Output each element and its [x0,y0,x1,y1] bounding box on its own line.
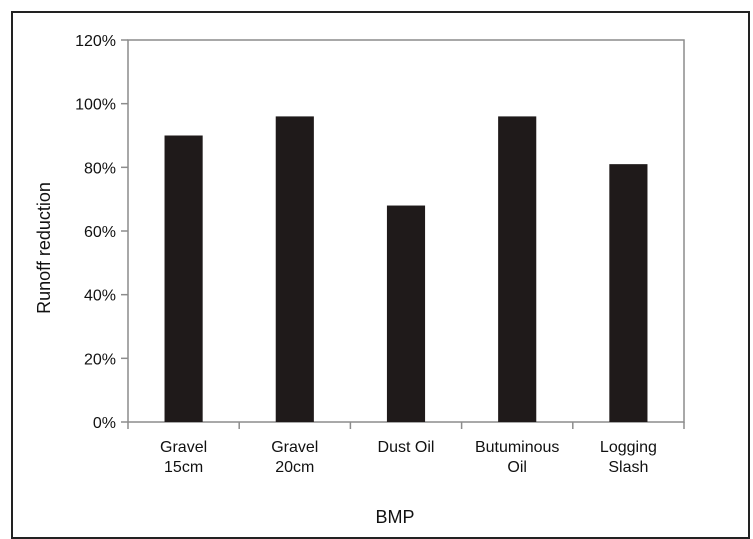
y-axis-ticks [121,39,128,423]
x-tick-label-line: 15cm [164,459,203,476]
x-tick-label-line: Gravel [160,439,207,456]
x-axis-tick-labels: Gravel 15cm Gravel 20cm Dust Oil Butuminous Oi… [160,439,657,476]
y-tick-label: 40% [84,288,116,305]
x-tick-label-line: Gravel [271,439,318,456]
x-axis-ticks [127,422,685,429]
x-tick-label: Gravel 15cm [160,439,207,476]
x-tick-label-line: Slash [608,459,648,476]
bar [609,164,648,422]
x-tick-label-line: 20cm [275,459,314,476]
y-tick-label: 100% [75,97,116,114]
bar [386,205,426,422]
x-tick-label-line: Butuminous [475,439,560,456]
bar [498,116,537,423]
y-tick-label: 80% [84,160,116,177]
x-tick-label-line: Logging [600,439,657,456]
x-tick-label: Gravel 20cm [271,439,318,476]
x-axis-title: BMP [375,507,414,527]
x-tick-label-line: Dust Oil [378,439,435,456]
x-tick-label: Logging Slash [600,439,657,476]
y-axis-title: Runoff reduction [34,182,54,314]
y-tick-label: 20% [84,351,116,368]
bar [275,116,314,423]
y-tick-label: 60% [84,224,116,241]
x-tick-label: Butuminous Oil [475,439,560,476]
x-tick-label-line: Oil [507,459,527,476]
y-tick-label: 120% [75,33,116,50]
x-tick-label: Dust Oil [378,439,435,456]
y-tick-label: 0% [93,415,116,432]
bars [164,116,648,423]
bar [164,135,203,422]
y-axis-tick-labels: 0% 20% 40% 60% 80% 100% 120% [75,33,116,432]
